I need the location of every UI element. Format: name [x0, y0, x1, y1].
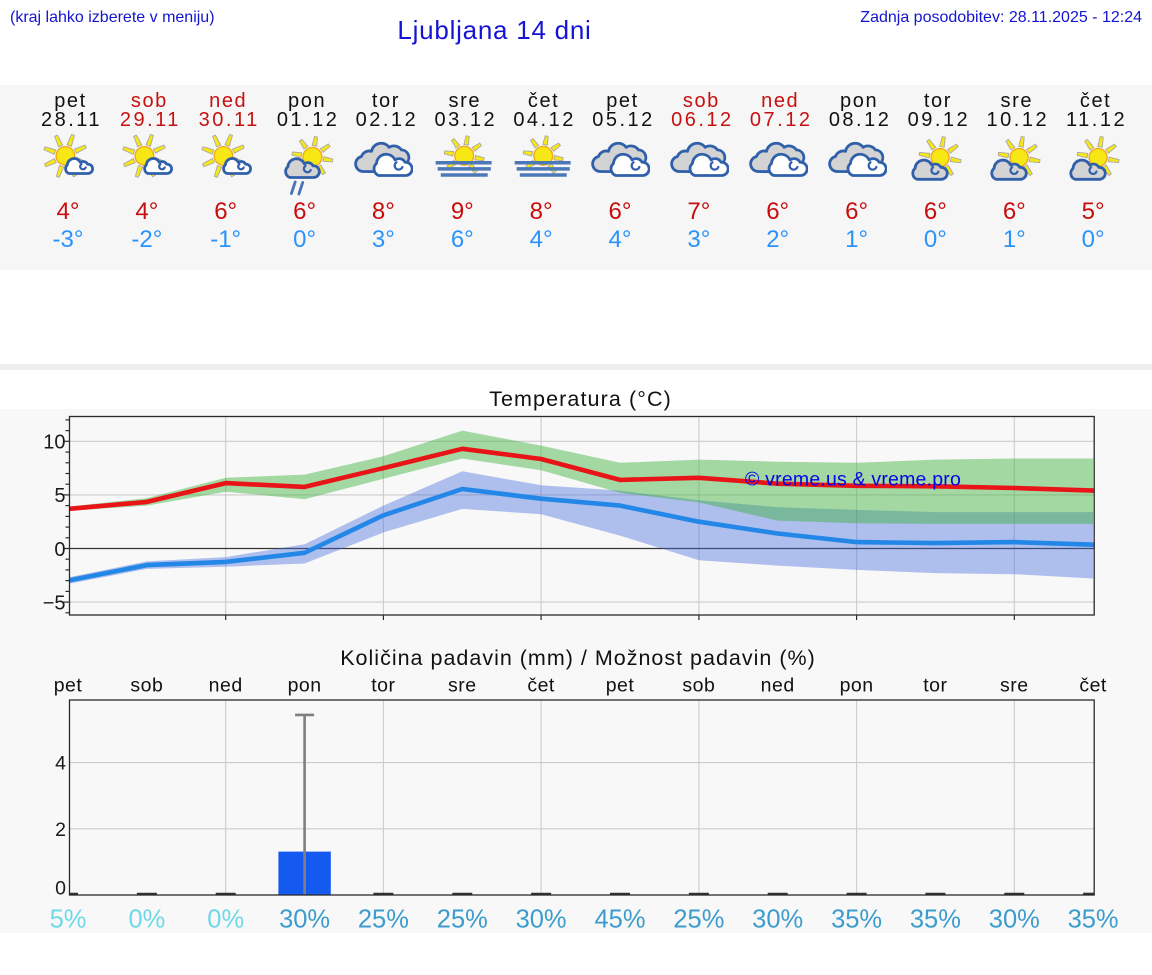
svg-text:ned: ned [209, 675, 243, 697]
svg-text:sre: sre [1000, 675, 1029, 697]
svg-text:0%: 0% [128, 906, 165, 934]
svg-text:25%: 25% [437, 906, 488, 934]
svg-text:30%: 30% [279, 906, 330, 934]
svg-text:© vreme.us & vreme.pro: © vreme.us & vreme.pro [745, 469, 961, 491]
svg-text:pon: pon [840, 675, 874, 697]
svg-text:25%: 25% [358, 906, 409, 934]
svg-text:pet: pet [606, 675, 635, 697]
svg-text:Temperatura (°C): Temperatura (°C) [489, 387, 672, 411]
svg-text:35%: 35% [910, 906, 961, 934]
svg-text:45%: 45% [594, 906, 645, 934]
svg-text:35%: 35% [831, 906, 882, 934]
svg-text:pon: pon [288, 675, 322, 697]
svg-text:0%: 0% [207, 906, 244, 934]
svg-text:5: 5 [54, 485, 65, 507]
svg-text:35%: 35% [1068, 906, 1119, 934]
svg-text:5%: 5% [50, 906, 87, 934]
svg-text:10: 10 [43, 432, 65, 454]
svg-text:25%: 25% [673, 906, 724, 934]
svg-text:tor: tor [371, 675, 395, 697]
svg-text:4: 4 [55, 753, 66, 775]
svg-text:ned: ned [761, 675, 795, 697]
svg-text:sre: sre [448, 675, 477, 697]
svg-text:0: 0 [55, 878, 66, 900]
svg-text:sob: sob [130, 675, 163, 697]
svg-text:tor: tor [923, 675, 947, 697]
svg-text:pet: pet [54, 675, 83, 697]
svg-text:čet: čet [527, 675, 555, 697]
svg-text:čet: čet [1079, 675, 1107, 697]
svg-text:30%: 30% [989, 906, 1040, 934]
svg-text:sob: sob [682, 675, 715, 697]
svg-text:30%: 30% [752, 906, 803, 934]
svg-text:2: 2 [55, 819, 66, 841]
svg-text:30%: 30% [516, 906, 567, 934]
svg-text:−5: −5 [43, 592, 66, 614]
svg-text:Količina padavin (mm) / Možnos: Količina padavin (mm) / Možnost padavin … [340, 646, 816, 670]
svg-text:0: 0 [54, 539, 65, 561]
